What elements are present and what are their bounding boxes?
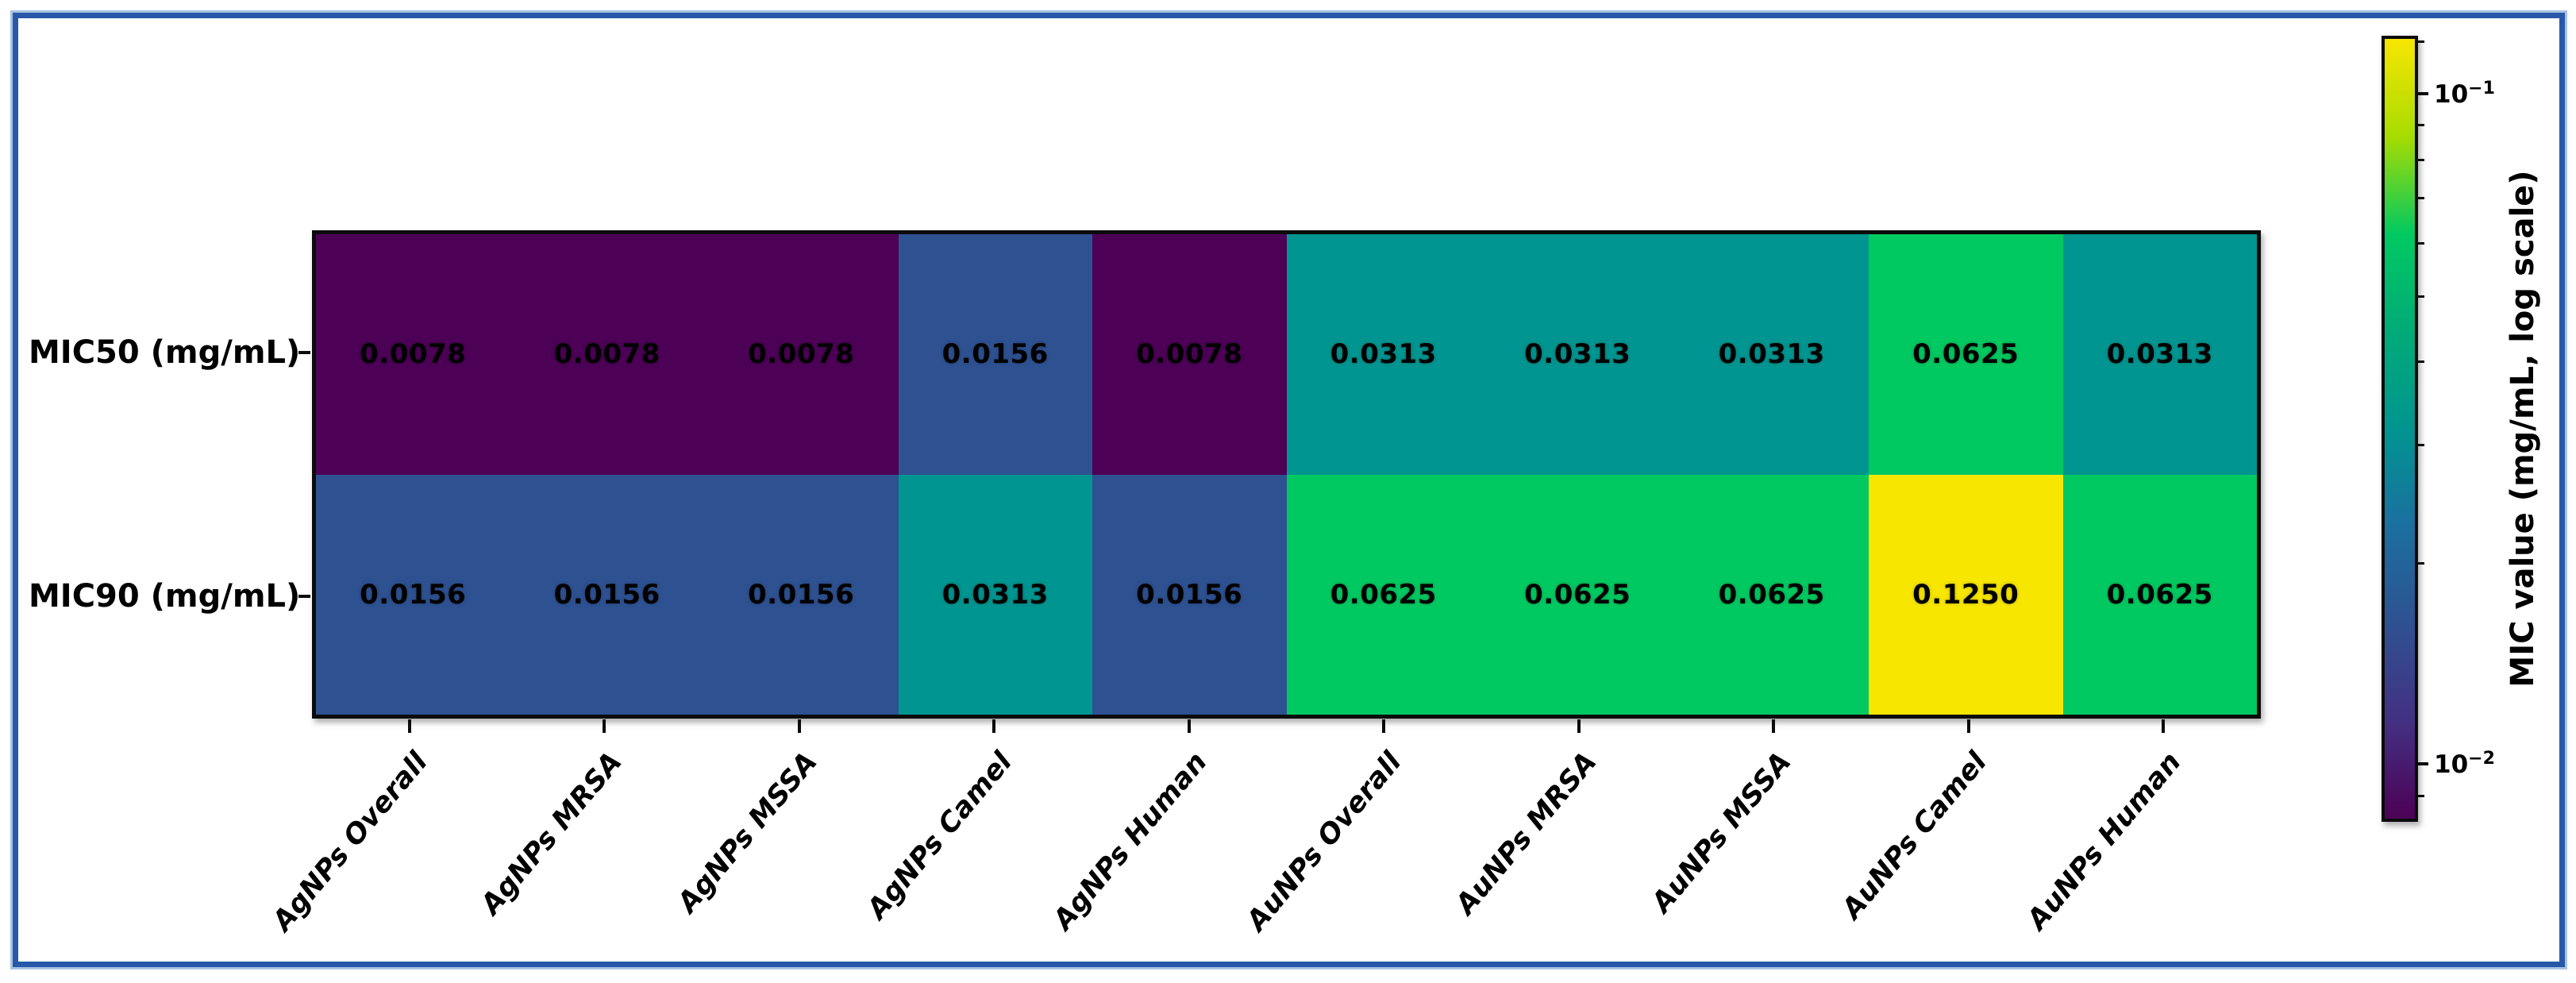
x-tick bbox=[1772, 719, 1775, 733]
x-tick bbox=[1382, 719, 1385, 733]
x-axis-label: AgNPs Overall bbox=[266, 746, 434, 938]
heatmap-cell: 0.0313 bbox=[898, 474, 1092, 715]
heatmap-cell: 0.0625 bbox=[1674, 474, 1869, 715]
x-tick bbox=[992, 719, 995, 733]
tick-exponent: −2 bbox=[2468, 748, 2495, 769]
x-tick bbox=[1577, 719, 1581, 733]
heatmap-cell: 0.0078 bbox=[316, 234, 510, 475]
tick-mantissa: 10 bbox=[2434, 750, 2469, 780]
colorbar-minor-tick bbox=[2418, 242, 2424, 245]
colorbar-minor-tick bbox=[2418, 562, 2424, 565]
y-tick bbox=[298, 351, 310, 354]
x-axis-label: AuNPs Overall bbox=[1241, 746, 1408, 938]
colorbar-minor-tick bbox=[2418, 40, 2424, 43]
heatmap-cell: 0.0156 bbox=[510, 474, 704, 715]
heatmap-cell: 0.0078 bbox=[704, 234, 899, 475]
colorbar-tick-label: 10−2 bbox=[2434, 749, 2495, 779]
heatmap-cell: 0.0156 bbox=[704, 474, 899, 715]
x-tick bbox=[408, 719, 411, 733]
heatmap-cell: 0.0078 bbox=[1092, 234, 1287, 475]
colorbar-minor-tick bbox=[2418, 159, 2424, 161]
colorbar-tick bbox=[2418, 762, 2428, 765]
y-axis-label-mic50: MIC50 (mg/mL) bbox=[29, 334, 301, 371]
x-axis-label: AuNPs MSSA bbox=[1646, 746, 1798, 919]
x-axis-label: AgNPs MSSA bbox=[672, 746, 824, 919]
heatmap-cell: 0.1250 bbox=[1869, 474, 2063, 715]
colorbar-minor-tick bbox=[2418, 795, 2424, 797]
colorbar bbox=[2382, 36, 2418, 822]
x-axis-label: AgNPs Camel bbox=[861, 746, 1018, 926]
heatmap-cell: 0.0313 bbox=[2062, 234, 2257, 475]
heatmap-cell: 0.0156 bbox=[316, 474, 510, 715]
heatmap-cell: 0.0156 bbox=[1092, 474, 1287, 715]
colorbar-tick-label: 10−1 bbox=[2434, 79, 2495, 109]
colorbar-minor-tick bbox=[2418, 124, 2424, 126]
colorbar-tick bbox=[2418, 92, 2428, 95]
heatmap-cell: 0.0625 bbox=[2062, 474, 2257, 715]
heatmap: 0.0078 0.0078 0.0078 0.0156 0.0078 0.031… bbox=[312, 230, 2261, 719]
x-axis-label: AuNPs MRSA bbox=[1450, 746, 1604, 921]
y-tick bbox=[298, 595, 310, 598]
x-axis-label: AuNPs Camel bbox=[1835, 746, 1993, 926]
colorbar-minor-tick bbox=[2418, 360, 2424, 363]
colorbar-minor-tick bbox=[2418, 197, 2424, 199]
x-axis-label: AgNPs Human bbox=[1047, 746, 1214, 936]
colorbar-minor-tick bbox=[2418, 295, 2424, 298]
heatmap-cell: 0.0313 bbox=[1481, 234, 1675, 475]
y-axis-label-mic90: MIC90 (mg/mL) bbox=[29, 578, 301, 615]
heatmap-cell: 0.0625 bbox=[1481, 474, 1675, 715]
x-tick bbox=[1188, 719, 1191, 733]
heatmap-cell: 0.0313 bbox=[1286, 234, 1481, 475]
tick-exponent: −1 bbox=[2468, 78, 2495, 98]
heatmap-cell: 0.0625 bbox=[1869, 234, 2063, 475]
heatmap-cell: 0.0156 bbox=[898, 234, 1092, 475]
x-tick bbox=[1967, 719, 1970, 733]
heatmap-cell: 0.0625 bbox=[1286, 474, 1481, 715]
tick-mantissa: 10 bbox=[2434, 80, 2469, 110]
x-tick bbox=[798, 719, 801, 733]
colorbar-minor-tick bbox=[2418, 444, 2424, 446]
x-axis-label: AgNPs MRSA bbox=[475, 746, 629, 921]
colorbar-axis-label: MIC value (mg/mL, log scale) bbox=[2505, 170, 2541, 688]
heatmap-cell: 0.0078 bbox=[510, 234, 704, 475]
heatmap-cell: 0.0313 bbox=[1674, 234, 1869, 475]
x-tick bbox=[603, 719, 606, 733]
x-axis-label: AuNPs Human bbox=[2021, 746, 2188, 936]
x-tick bbox=[2162, 719, 2165, 733]
